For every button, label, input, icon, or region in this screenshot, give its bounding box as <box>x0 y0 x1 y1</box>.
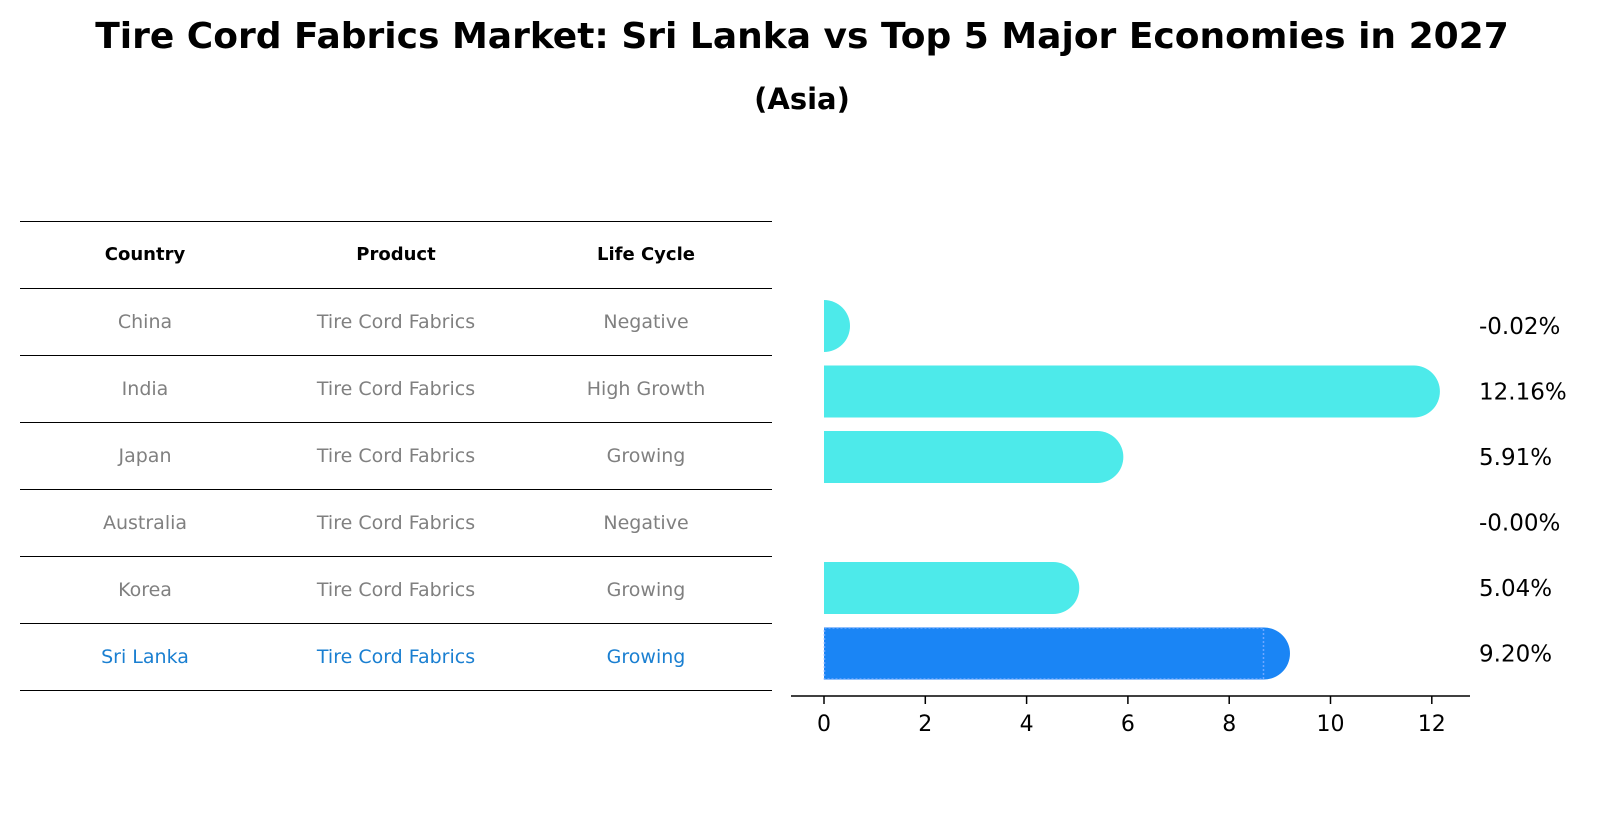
cell-country: Japan <box>118 445 172 467</box>
bar-korea <box>824 562 1080 614</box>
cell-product: Tire Cord Fabrics <box>316 445 476 467</box>
x-tick-label-0: 0 <box>817 712 831 737</box>
bar-outline-sri-lanka <box>823 627 1265 680</box>
x-tick-label-8: 8 <box>1222 712 1236 737</box>
cell-life-cycle: Growing <box>606 646 686 668</box>
cell-product: Tire Cord Fabrics <box>316 378 476 400</box>
table-row: Australia Tire Cord Fabrics Negative <box>20 489 772 556</box>
cell-country: India <box>121 378 169 400</box>
bar-china <box>824 300 850 352</box>
cell-country: Korea <box>118 579 172 601</box>
value-label-india: 12.16% <box>1479 380 1567 406</box>
table-row-highlighted: Sri Lanka Tire Cord Fabrics Growing <box>20 623 772 691</box>
header-country: Country <box>104 244 186 265</box>
value-label-japan: 5.91% <box>1479 445 1552 471</box>
table-row: Japan Tire Cord Fabrics Growing <box>20 422 772 489</box>
x-tick-label-10: 10 <box>1317 712 1345 737</box>
value-label-china: -0.02% <box>1479 314 1560 340</box>
cell-country: Australia <box>102 512 188 534</box>
header-product: Product <box>356 244 436 265</box>
cell-life-cycle: Growing <box>606 445 686 467</box>
cell-country: Sri Lanka <box>101 646 189 668</box>
cell-life-cycle: High Growth <box>586 378 706 400</box>
cell-life-cycle: Negative <box>603 311 689 333</box>
value-label-australia: -0.00% <box>1479 511 1560 537</box>
x-tick-label-12: 12 <box>1418 712 1446 737</box>
bar-sri-lanka <box>824 627 1290 680</box>
cell-life-cycle: Negative <box>603 512 689 534</box>
cell-product: Tire Cord Fabrics <box>316 311 476 333</box>
bar-japan <box>824 431 1124 483</box>
value-label-korea: 5.04% <box>1479 576 1552 602</box>
cell-product: Tire Cord Fabrics <box>316 512 476 534</box>
cell-product: Tire Cord Fabrics <box>316 646 476 668</box>
chart-title: Tire Cord Fabrics Market: Sri Lanka vs T… <box>95 16 1509 57</box>
x-tick-label-6: 6 <box>1121 712 1135 737</box>
cell-life-cycle: Growing <box>606 579 686 601</box>
cell-country: China <box>117 311 173 333</box>
table-row: Korea Tire Cord Fabrics Growing <box>20 556 772 623</box>
table-row: China Tire Cord Fabrics Negative <box>20 288 772 355</box>
header-life-cycle: Life Cycle <box>597 244 695 265</box>
table-row: India Tire Cord Fabrics High Growth <box>20 355 772 422</box>
x-tick-label-4: 4 <box>1020 712 1034 737</box>
comparison-table: Country Product Life Cycle China Tire Co… <box>20 221 772 691</box>
table-header-row: Country Product Life Cycle <box>20 221 772 288</box>
bar-india <box>824 365 1440 418</box>
chart-subtitle: (Asia) <box>754 82 850 116</box>
value-label-sri-lanka: 9.20% <box>1479 642 1552 668</box>
cell-product: Tire Cord Fabrics <box>316 579 476 601</box>
x-tick-label-2: 2 <box>918 712 932 737</box>
